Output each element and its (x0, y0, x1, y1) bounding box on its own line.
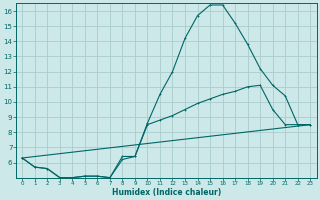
X-axis label: Humidex (Indice chaleur): Humidex (Indice chaleur) (112, 188, 221, 197)
